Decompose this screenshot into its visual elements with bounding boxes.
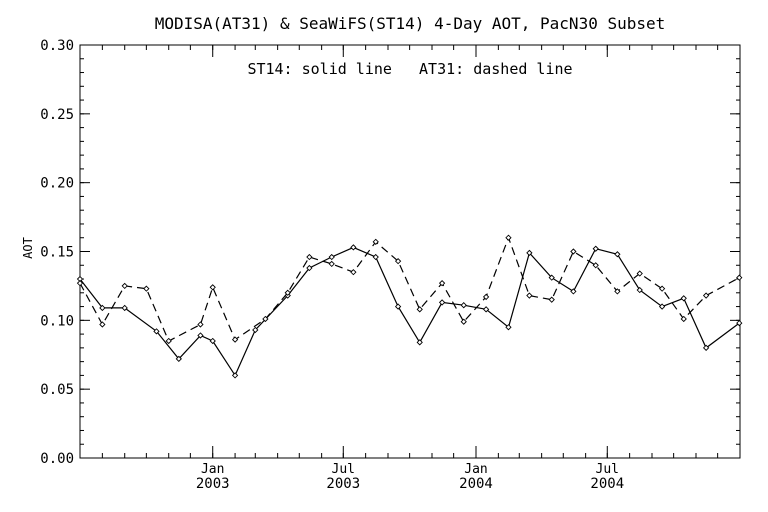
x-tick-month-label: Jul — [332, 462, 355, 477]
data-point-at31 — [209, 284, 216, 291]
data-point-st14 — [121, 304, 128, 312]
data-point-st14 — [570, 288, 577, 295]
y-tick-label: 0.10 — [40, 313, 74, 329]
y-tick-label: 0.00 — [40, 451, 74, 467]
data-point-st14 — [658, 303, 666, 310]
line-style-annotation: ST14: solid line AT31: dashed line — [247, 60, 572, 78]
data-point-st14 — [252, 326, 259, 334]
x-tick-year-label: 2003 — [196, 476, 230, 492]
y-tick-label: 0.15 — [40, 245, 74, 261]
series-layer — [76, 234, 743, 379]
y-tick-label: 0.25 — [40, 107, 74, 123]
data-point-at31 — [680, 315, 687, 323]
data-point-at31 — [328, 260, 335, 268]
data-point-at31 — [143, 285, 150, 292]
y-tick-label: 0.20 — [40, 176, 74, 192]
data-point-at31 — [592, 262, 599, 269]
y-tick-label: 0.30 — [40, 38, 74, 54]
data-point-st14 — [350, 244, 357, 251]
data-point-st14 — [526, 249, 533, 257]
data-point-at31 — [372, 238, 379, 245]
data-point-st14 — [153, 328, 160, 335]
data-point-st14 — [636, 286, 643, 294]
x-tick-month-label: Jan — [201, 462, 224, 477]
data-point-st14 — [548, 274, 555, 281]
series-line-at31 — [79, 235, 740, 342]
data-point-at31 — [121, 282, 128, 290]
data-point-st14 — [505, 324, 512, 331]
data-point-st14 — [416, 339, 423, 346]
data-point-at31 — [526, 292, 533, 299]
data-point-st14 — [231, 372, 239, 379]
data-point-at31 — [284, 289, 291, 296]
data-point-at31 — [197, 321, 204, 328]
data-point-at31 — [658, 285, 666, 292]
data-point-at31 — [636, 270, 643, 277]
data-point-at31 — [736, 274, 743, 281]
chart-title: MODISA(AT31) & SeaWiFS(ST14) 4-Day AOT, … — [155, 14, 666, 33]
data-point-st14 — [394, 303, 402, 310]
data-point-at31 — [460, 318, 467, 325]
series-line-st14 — [79, 246, 740, 377]
data-point-st14 — [197, 332, 204, 339]
data-point-at31 — [231, 336, 239, 343]
data-point-st14 — [460, 302, 467, 309]
data-point-at31 — [416, 306, 423, 313]
data-point-at31 — [438, 280, 446, 287]
data-point-at31 — [350, 269, 357, 276]
y-tick-label: 0.05 — [40, 382, 74, 398]
data-point-at31 — [165, 337, 172, 345]
data-point-st14 — [592, 245, 599, 252]
x-tick-year-label: 2004 — [459, 476, 493, 492]
x-tick-month-label: Jan — [464, 462, 487, 477]
data-point-st14 — [680, 295, 687, 302]
data-point-st14 — [209, 337, 216, 345]
x-tick-month-label: Jul — [596, 462, 619, 477]
data-point-at31 — [76, 280, 84, 287]
data-point-st14 — [99, 304, 106, 312]
x-tick-year-label: 2003 — [326, 476, 360, 492]
data-point-st14 — [372, 253, 379, 261]
data-point-st14 — [702, 344, 710, 352]
data-point-at31 — [306, 253, 313, 261]
data-point-st14 — [438, 299, 446, 306]
plot-frame — [79, 44, 741, 459]
data-point-at31 — [702, 292, 710, 299]
data-point-st14 — [328, 253, 335, 261]
data-point-at31 — [570, 248, 577, 255]
data-point-at31 — [548, 296, 555, 303]
x-tick-year-label: 2004 — [590, 476, 624, 492]
data-point-st14 — [614, 251, 621, 258]
data-point-st14 — [175, 355, 182, 363]
data-point-st14 — [736, 319, 743, 327]
data-point-at31 — [394, 258, 402, 265]
data-point-st14 — [306, 264, 313, 272]
data-point-at31 — [482, 293, 490, 301]
data-point-at31 — [614, 288, 621, 295]
data-point-at31 — [262, 315, 269, 323]
y-axis-label: AOT — [21, 237, 35, 259]
data-point-at31 — [99, 321, 106, 328]
y-axis-ticks: 0.00 0.05 0.10 0.15 0.20 0.25 0.30 — [40, 38, 740, 467]
data-point-at31 — [505, 234, 512, 241]
data-point-st14 — [482, 306, 490, 313]
